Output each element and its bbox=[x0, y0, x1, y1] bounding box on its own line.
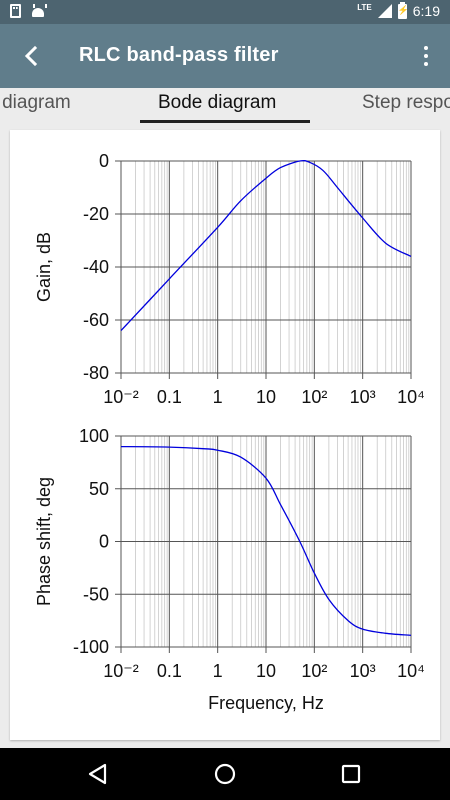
sd-card-icon bbox=[10, 4, 21, 18]
x-tick-label: 10² bbox=[301, 387, 327, 407]
back-button[interactable] bbox=[14, 38, 50, 74]
y-tick-label: 50 bbox=[89, 479, 109, 499]
y-tick-label: -40 bbox=[83, 257, 109, 277]
phase-curve bbox=[120, 445, 412, 637]
y-tick-label: -100 bbox=[73, 637, 109, 657]
y-axis-label: Gain, dB bbox=[34, 232, 54, 302]
network-type: LTE bbox=[357, 2, 372, 12]
app-bar: RLC band-pass filter bbox=[0, 24, 450, 88]
x-tick-label: 10⁻² bbox=[103, 387, 139, 407]
x-tick-label: 0.1 bbox=[157, 661, 182, 681]
y-tick-label: -50 bbox=[83, 584, 109, 604]
bode-chart-card: 10⁻² 0.1 1 10 10² 10³ 10⁴ 0 -20 -40 -60 -80 Gain, dB… bbox=[10, 130, 440, 740]
active-tab-indicator bbox=[140, 120, 310, 123]
tab-bar: Circuit diagram Bode diagram Step respon… bbox=[0, 88, 450, 124]
y-tick-label: -60 bbox=[83, 310, 109, 330]
tab-step-response[interactable]: Step response bbox=[362, 92, 450, 113]
android-icon bbox=[31, 4, 47, 18]
y-tick-label: 0 bbox=[99, 532, 109, 552]
x-tick-label: 10³ bbox=[350, 661, 376, 681]
gain-curve bbox=[120, 159, 412, 332]
battery-charging-icon bbox=[397, 1, 409, 19]
x-tick-label: 1 bbox=[213, 661, 223, 681]
x-tick-label: 10⁻² bbox=[103, 661, 139, 681]
nav-back-button[interactable] bbox=[84, 760, 112, 788]
arrow-back-icon bbox=[24, 45, 38, 67]
x-tick-label: 10⁴ bbox=[397, 387, 425, 407]
x-tick-label: 10³ bbox=[350, 387, 376, 407]
y-axis-label: Phase shift, deg bbox=[34, 477, 54, 606]
x-axis-label: Frequency, Hz bbox=[208, 693, 324, 713]
page-title: RLC band-pass filter bbox=[79, 44, 279, 66]
tab-circuit-diagram[interactable]: Circuit diagram bbox=[0, 92, 71, 113]
nav-back-icon bbox=[88, 763, 107, 785]
nav-home-icon bbox=[214, 763, 236, 785]
overflow-menu-button[interactable] bbox=[414, 42, 438, 70]
y-tick-label: -80 bbox=[83, 363, 109, 383]
y-tick-label: 0 bbox=[99, 151, 109, 171]
x-tick-label: 10² bbox=[301, 661, 327, 681]
x-tick-label: 0.1 bbox=[157, 387, 182, 407]
nav-recents-icon bbox=[341, 764, 361, 784]
navigation-bar bbox=[0, 748, 450, 800]
x-tick-label: 10 bbox=[256, 387, 276, 407]
tab-bode-diagram[interactable]: Bode diagram bbox=[158, 92, 277, 113]
more-vert-icon bbox=[424, 46, 428, 50]
signal-icon bbox=[377, 4, 392, 18]
status-time: 6:19 bbox=[412, 3, 440, 19]
nav-home-button[interactable] bbox=[211, 760, 239, 788]
x-tick-label: 10⁴ bbox=[397, 661, 425, 681]
status-bar: LTE 6:19 bbox=[0, 0, 450, 24]
x-tick-label: 10 bbox=[256, 661, 276, 681]
x-tick-label: 1 bbox=[213, 387, 223, 407]
y-tick-label: 100 bbox=[79, 426, 109, 446]
y-tick-label: -20 bbox=[83, 204, 109, 224]
nav-recents-button[interactable] bbox=[337, 760, 365, 788]
